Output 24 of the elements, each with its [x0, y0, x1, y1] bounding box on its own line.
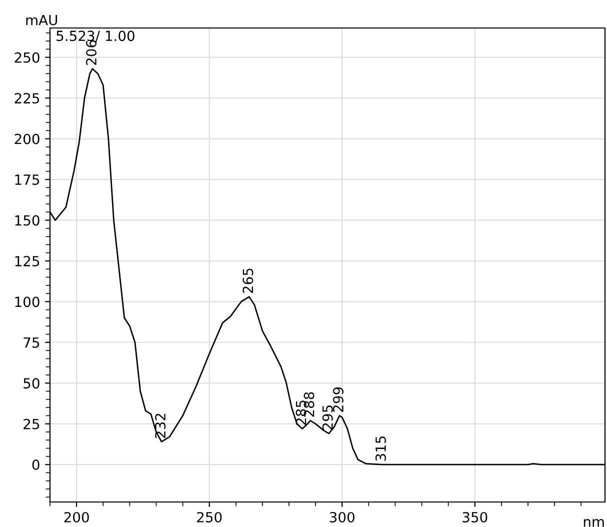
- y-tick-label: 175: [15, 174, 40, 185]
- y-tick-label: 250: [14, 52, 40, 63]
- annotation: 295: [322, 406, 333, 430]
- y-tick-label: 225: [14, 93, 40, 104]
- annotation: 5.523/ 1.00: [56, 30, 134, 42]
- annotation: 315: [375, 436, 386, 461]
- y-tick-label: 125: [15, 256, 40, 266]
- annotation: 265: [242, 268, 254, 293]
- annotation: 206: [86, 40, 97, 65]
- x-axis-title: nm: [584, 518, 604, 527]
- annotation: 232: [155, 414, 166, 438]
- x-tick-label: 250: [197, 512, 222, 522]
- x-tick-label: 350: [462, 512, 488, 522]
- x-tick-label: 300: [330, 512, 354, 522]
- y-axis-title: mAU: [26, 14, 58, 26]
- y-tick-label: 25: [24, 418, 40, 430]
- y-tick-label: 50: [24, 378, 40, 389]
- y-tick-label: 75: [24, 338, 40, 348]
- y-tick-label: 100: [15, 296, 40, 308]
- y-tick-label: 0: [32, 460, 40, 470]
- annotation: 299: [332, 387, 344, 412]
- y-tick-label: 200: [14, 134, 40, 144]
- y-tick-label: 150: [15, 215, 40, 226]
- x-tick-label: 200: [64, 512, 89, 522]
